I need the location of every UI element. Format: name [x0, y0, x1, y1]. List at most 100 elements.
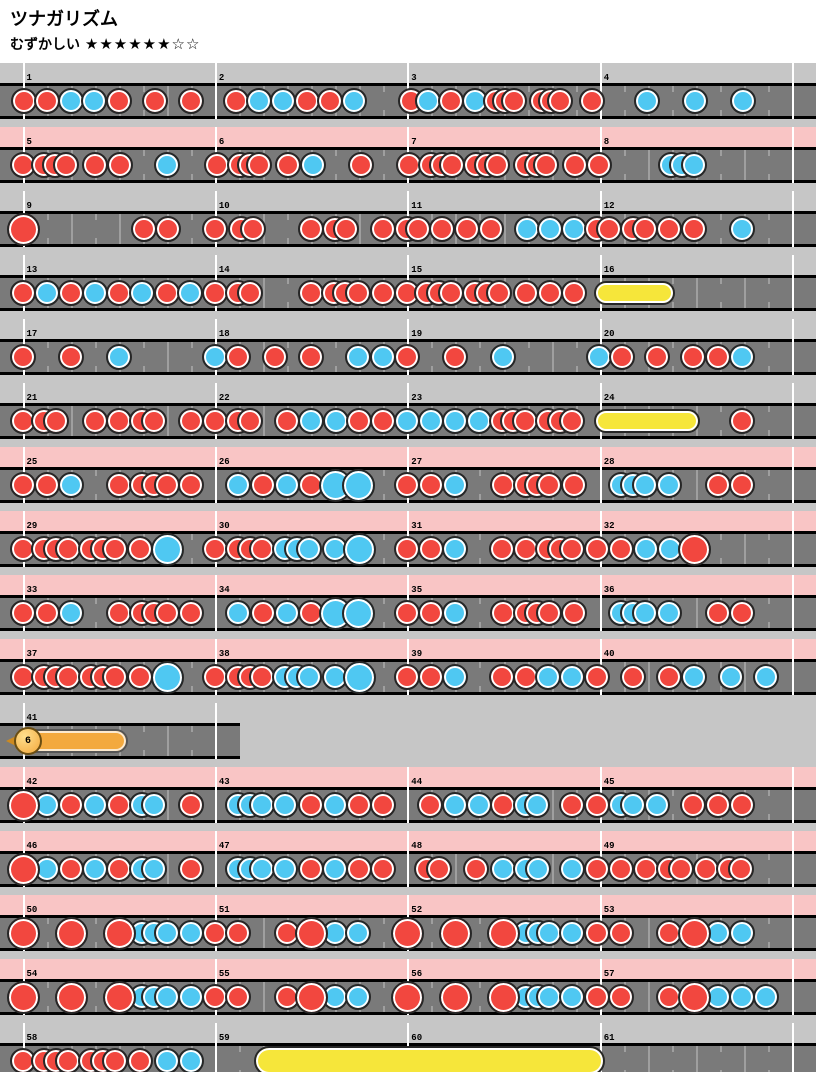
measure-number: 42	[26, 777, 38, 787]
don-note	[237, 408, 263, 434]
half-beat-tick	[287, 110, 290, 116]
song-title: ツナガリズム	[10, 9, 118, 30]
half-beat-tick	[479, 1006, 482, 1012]
don-note	[454, 216, 480, 242]
measure-barline	[792, 63, 795, 119]
don-note	[346, 856, 372, 882]
measure-number: 33	[26, 585, 38, 595]
half-beat-tick	[719, 430, 722, 436]
half-beat-tick	[383, 918, 386, 924]
ka-note	[141, 856, 167, 882]
ka-note	[535, 664, 561, 690]
ka-note	[681, 664, 707, 690]
ka-note	[270, 88, 296, 114]
don-note	[705, 472, 731, 498]
half-beat-tick	[671, 342, 674, 348]
drumroll-bar	[254, 1046, 605, 1072]
ka-note	[525, 856, 551, 882]
half-beat-tick	[383, 662, 386, 668]
measure-number: 52	[411, 905, 423, 915]
ka-note	[249, 792, 275, 818]
don-note	[82, 408, 108, 434]
don-note	[512, 408, 538, 434]
measure-number: 18	[218, 329, 230, 339]
don-note	[705, 792, 731, 818]
half-beat-tick	[719, 662, 722, 668]
half-beat-tick	[768, 942, 771, 948]
half-beat-tick	[768, 790, 771, 796]
half-beat-tick	[431, 918, 434, 924]
ka-note	[154, 920, 180, 946]
beat-line	[551, 342, 554, 372]
don-note	[586, 152, 612, 178]
measure-number: 31	[411, 521, 423, 531]
half-beat-tick	[383, 598, 386, 604]
half-beat-tick	[479, 918, 482, 924]
don-note	[370, 280, 396, 306]
measure-barline	[792, 575, 795, 631]
half-beat-tick	[190, 686, 193, 692]
measure-barline	[599, 447, 602, 503]
half-beat-tick	[46, 918, 49, 924]
don-note	[559, 408, 585, 434]
chart-row: 9 10 11 12	[0, 191, 816, 247]
don-note	[370, 792, 396, 818]
half-beat-tick	[768, 302, 771, 308]
half-beat-tick	[527, 86, 530, 92]
half-beat-tick	[46, 1006, 49, 1012]
big-don-note	[486, 980, 520, 1014]
big-ka-note	[342, 660, 376, 694]
measure-barline	[214, 767, 217, 823]
ka-note	[559, 920, 585, 946]
don-note	[584, 856, 610, 882]
don-note	[656, 216, 682, 242]
don-note	[537, 280, 563, 306]
chart-row: 33 34 35 36	[0, 575, 816, 631]
don-note	[513, 536, 539, 562]
half-beat-tick	[527, 366, 530, 372]
ka-note	[178, 1048, 204, 1072]
measure-number: 40	[603, 649, 615, 659]
half-beat-tick	[46, 238, 49, 244]
don-note	[405, 216, 431, 242]
ka-note	[322, 792, 348, 818]
measure-barline	[792, 191, 795, 247]
half-beat-tick	[479, 214, 482, 220]
don-note	[131, 216, 157, 242]
ka-note	[442, 408, 468, 434]
don-note	[154, 600, 180, 626]
half-beat-tick	[768, 494, 771, 500]
measure-number: 55	[218, 969, 230, 979]
half-beat-tick	[94, 982, 97, 988]
half-beat-tick	[383, 686, 386, 692]
measure-number: 49	[603, 841, 615, 851]
don-note	[559, 536, 585, 562]
measure-barline	[792, 895, 795, 951]
half-beat-tick	[431, 302, 434, 308]
beat-line	[503, 214, 506, 244]
don-note	[141, 408, 167, 434]
half-beat-tick	[479, 110, 482, 116]
half-beat-tick	[383, 494, 386, 500]
chart-row: 29 30 31 32	[0, 511, 816, 567]
don-note	[429, 216, 455, 242]
balloon-note: 6	[14, 727, 42, 755]
ka-note	[274, 472, 300, 498]
don-note	[204, 152, 230, 178]
half-beat-tick	[671, 430, 674, 436]
don-note	[10, 472, 36, 498]
half-beat-tick	[671, 814, 674, 820]
don-note	[490, 792, 516, 818]
big-don-note	[54, 916, 88, 950]
half-beat-tick	[142, 342, 145, 348]
measure-barline	[214, 575, 217, 631]
don-note	[489, 536, 515, 562]
ka-note	[442, 664, 468, 690]
big-don-note	[677, 532, 711, 566]
beat-line	[263, 982, 265, 1012]
half-beat-tick	[190, 534, 193, 540]
ka-note	[296, 536, 322, 562]
ka-note	[586, 344, 612, 370]
don-note	[34, 600, 60, 626]
ka-note	[462, 88, 488, 114]
